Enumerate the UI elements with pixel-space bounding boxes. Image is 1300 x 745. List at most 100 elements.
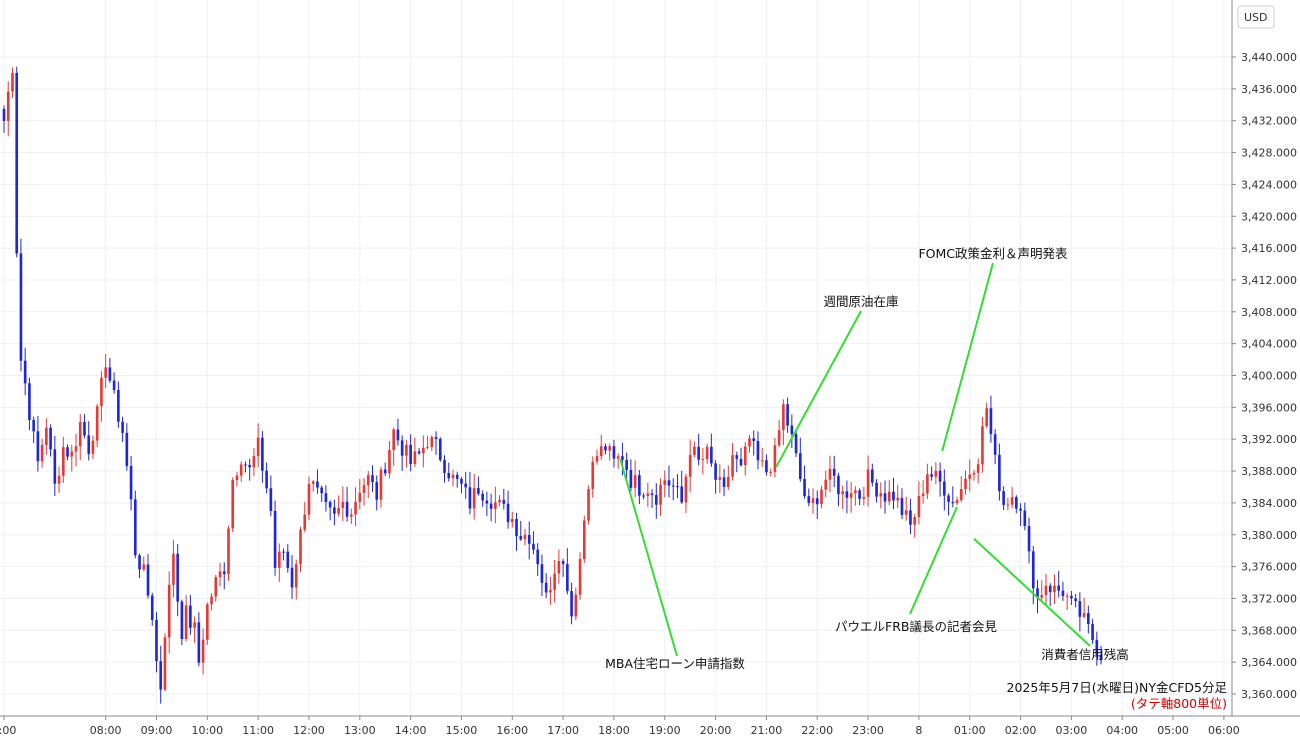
candle-body [324,493,328,503]
annotation-leader-line [775,310,862,468]
candle-body [566,564,569,592]
candle-body [510,518,514,523]
x-tick-label: 04:00 [1106,724,1138,737]
candle-body [968,474,972,479]
candle-body [760,460,764,462]
y-tick-label: 3,436.000 [1241,83,1297,96]
x-tick-label: 8 [915,724,922,737]
y-tick-label: 3,440.000 [1241,51,1297,64]
candle-body [235,475,239,481]
candle-body [95,406,99,441]
candle-body [36,431,40,462]
candle-body [638,475,641,496]
y-tick-label: 3,404.000 [1241,338,1297,351]
candle-body [341,501,345,508]
candle-body [523,534,527,540]
y-tick-label: 3,360.000 [1241,688,1297,701]
candle-body [1010,497,1014,505]
candle-body [883,493,887,502]
candle-body [189,605,192,628]
x-tick-label: 15:00 [446,724,478,737]
candle-body [1082,613,1086,617]
candle-body [422,447,425,454]
candle-body [943,481,946,496]
candle-body [1006,504,1010,506]
candle-body [798,453,802,479]
candle-body [722,477,726,487]
y-tick-label: 3,376.000 [1241,561,1297,574]
y-tick-label: 3,412.000 [1241,274,1297,287]
candle-body [117,389,120,422]
candle-body [345,501,349,517]
candle-body [701,459,705,461]
candle-body [328,502,332,508]
candle-body [599,446,603,457]
candle-body [430,437,434,447]
candle-body [985,408,988,427]
candle-body [19,253,23,361]
candle-body [519,536,523,540]
candle-body [587,489,590,521]
candle-body [78,422,82,447]
y-tick-label: 3,368.000 [1241,624,1297,637]
candle-body [612,446,616,459]
x-tick-label: 08:00 [90,724,122,737]
candle-body [654,495,658,505]
candle-body [1095,640,1099,655]
candle-body [748,438,751,447]
annotation-label: 消費者信用残高 [1041,647,1129,662]
candle-body [214,577,218,597]
candle-body [663,480,667,485]
candle-body [976,464,980,473]
candle-body [930,474,933,477]
candle-body [506,503,510,523]
candle-body [100,377,103,407]
candle-body [83,422,86,436]
candle-body [413,451,417,464]
annotation-leader-line [619,458,678,657]
candle-body [197,622,201,663]
candle-body [311,481,315,484]
candle-body [464,483,468,488]
x-tick-label: 17:00 [547,724,579,737]
candle-body [176,553,179,602]
candle-body [252,456,256,468]
y-tick-label: 3,416.000 [1241,242,1297,255]
y-tick-label: 3,372.000 [1241,592,1297,605]
candle-body [1087,613,1090,625]
y-tick-label: 3,396.000 [1241,401,1297,414]
price-axis[interactable]: 3,360.000 3,364.000 3,368.000 3,372.000 3,37… [1232,51,1297,701]
candle-body [544,582,548,593]
candle-body [477,488,480,494]
candle-body [1002,491,1005,505]
candle-body [527,534,531,544]
candle-body [938,470,942,482]
candle-body [66,447,69,457]
candle-body [400,440,404,456]
candle-body [866,469,870,497]
candle-body [184,605,188,640]
candle-body [218,571,222,578]
candle-body [49,427,52,450]
candle-body [40,445,44,462]
candle-body [239,464,243,476]
x-tick-label: 20:00 [700,724,732,737]
candle-body [875,482,878,497]
time-axis[interactable]: 6:00 08:00 09:00 10:00 11:00 12:00 13:00 14:00 1… [0,716,1240,737]
annotation-leader-line [941,262,994,452]
candle-body [540,564,544,583]
candle-body [959,489,963,501]
candle-body [608,446,612,451]
y-tick-label: 3,420.000 [1241,210,1297,223]
candle-body [680,486,684,503]
candle-body [735,455,739,459]
candle-body [278,551,281,568]
currency-box[interactable]: USD [1237,5,1275,29]
candle-body [1078,601,1082,617]
candle-body [921,493,925,497]
candle-body [307,483,311,515]
candle-body [964,478,967,490]
x-tick-label: 09:00 [141,724,173,737]
